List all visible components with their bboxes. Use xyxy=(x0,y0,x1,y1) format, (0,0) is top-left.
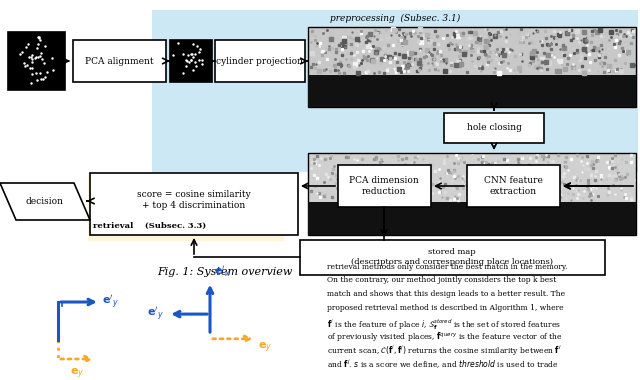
Text: of previously visited places, $\mathbf{f}^{query}$ is the feature vector of the: of previously visited places, $\mathbf{f… xyxy=(327,331,563,344)
Text: decision: decision xyxy=(26,196,64,206)
FancyBboxPatch shape xyxy=(90,173,298,235)
Text: retrieval methods only consider the best match in the memory.: retrieval methods only consider the best… xyxy=(327,263,568,271)
Text: Fig. 1: System overview: Fig. 1: System overview xyxy=(157,267,292,277)
FancyBboxPatch shape xyxy=(88,173,284,241)
Text: proposed retrieval method is described in Algorithm 1, where: proposed retrieval method is described i… xyxy=(327,304,564,312)
FancyBboxPatch shape xyxy=(308,75,636,107)
Text: match and shows that this design leads to a better result. The: match and shows that this design leads t… xyxy=(327,290,565,298)
Text: stored map
(descriptors and corresponding place locations): stored map (descriptors and correspondin… xyxy=(351,249,553,266)
Text: PCA dimension
reduction: PCA dimension reduction xyxy=(349,176,419,196)
FancyBboxPatch shape xyxy=(308,153,636,235)
Text: $\mathbf{f}^i$ is the feature of place $i$, $\mathcal{S}_\mathbf{f}^{stored}$ is: $\mathbf{f}^i$ is the feature of place $… xyxy=(327,317,561,332)
FancyBboxPatch shape xyxy=(467,165,560,207)
FancyBboxPatch shape xyxy=(300,240,605,275)
Text: On the contrary, our method jointly considers the top k best: On the contrary, our method jointly cons… xyxy=(327,277,556,285)
Text: $\mathbf{e}'_x$: $\mathbf{e}'_x$ xyxy=(214,264,231,279)
FancyBboxPatch shape xyxy=(215,40,305,82)
Text: score = cosine similarity
+ top 4 discrimination: score = cosine similarity + top 4 discri… xyxy=(137,190,251,210)
FancyBboxPatch shape xyxy=(338,165,431,207)
Text: CNN feature
extraction: CNN feature extraction xyxy=(484,176,543,196)
Text: $\mathbf{e}'_y$: $\mathbf{e}'_y$ xyxy=(147,306,164,323)
FancyBboxPatch shape xyxy=(308,27,636,107)
FancyBboxPatch shape xyxy=(444,113,544,143)
FancyBboxPatch shape xyxy=(308,202,636,235)
Text: preprocessing  (Subsec. 3.1): preprocessing (Subsec. 3.1) xyxy=(330,13,460,22)
Text: $\mathbf{e}_y$: $\mathbf{e}_y$ xyxy=(257,341,272,355)
Text: cylinder projection: cylinder projection xyxy=(216,57,303,65)
FancyBboxPatch shape xyxy=(170,40,212,82)
Text: and $\mathbf{f}^j$. $s$ is a score we define, and $\mathit{threshold}$ is used t: and $\mathbf{f}^j$. $s$ is a score we de… xyxy=(327,358,559,370)
Text: hole closing: hole closing xyxy=(467,124,522,133)
Text: $\mathbf{e}_y$: $\mathbf{e}_y$ xyxy=(70,367,84,380)
Text: $\mathbf{e}'_y$: $\mathbf{e}'_y$ xyxy=(102,293,118,311)
Text: retrieval    (Subsec. 3.3): retrieval (Subsec. 3.3) xyxy=(93,222,207,230)
FancyBboxPatch shape xyxy=(73,40,166,82)
Text: current scan, $\mathcal{C}(\mathbf{f}^i, \mathbf{f}^j)$ returns the cosine simil: current scan, $\mathcal{C}(\mathbf{f}^i,… xyxy=(327,344,562,358)
Polygon shape xyxy=(0,183,90,220)
FancyBboxPatch shape xyxy=(152,10,638,172)
FancyBboxPatch shape xyxy=(8,32,65,90)
Text: PCA alignment: PCA alignment xyxy=(84,57,154,65)
